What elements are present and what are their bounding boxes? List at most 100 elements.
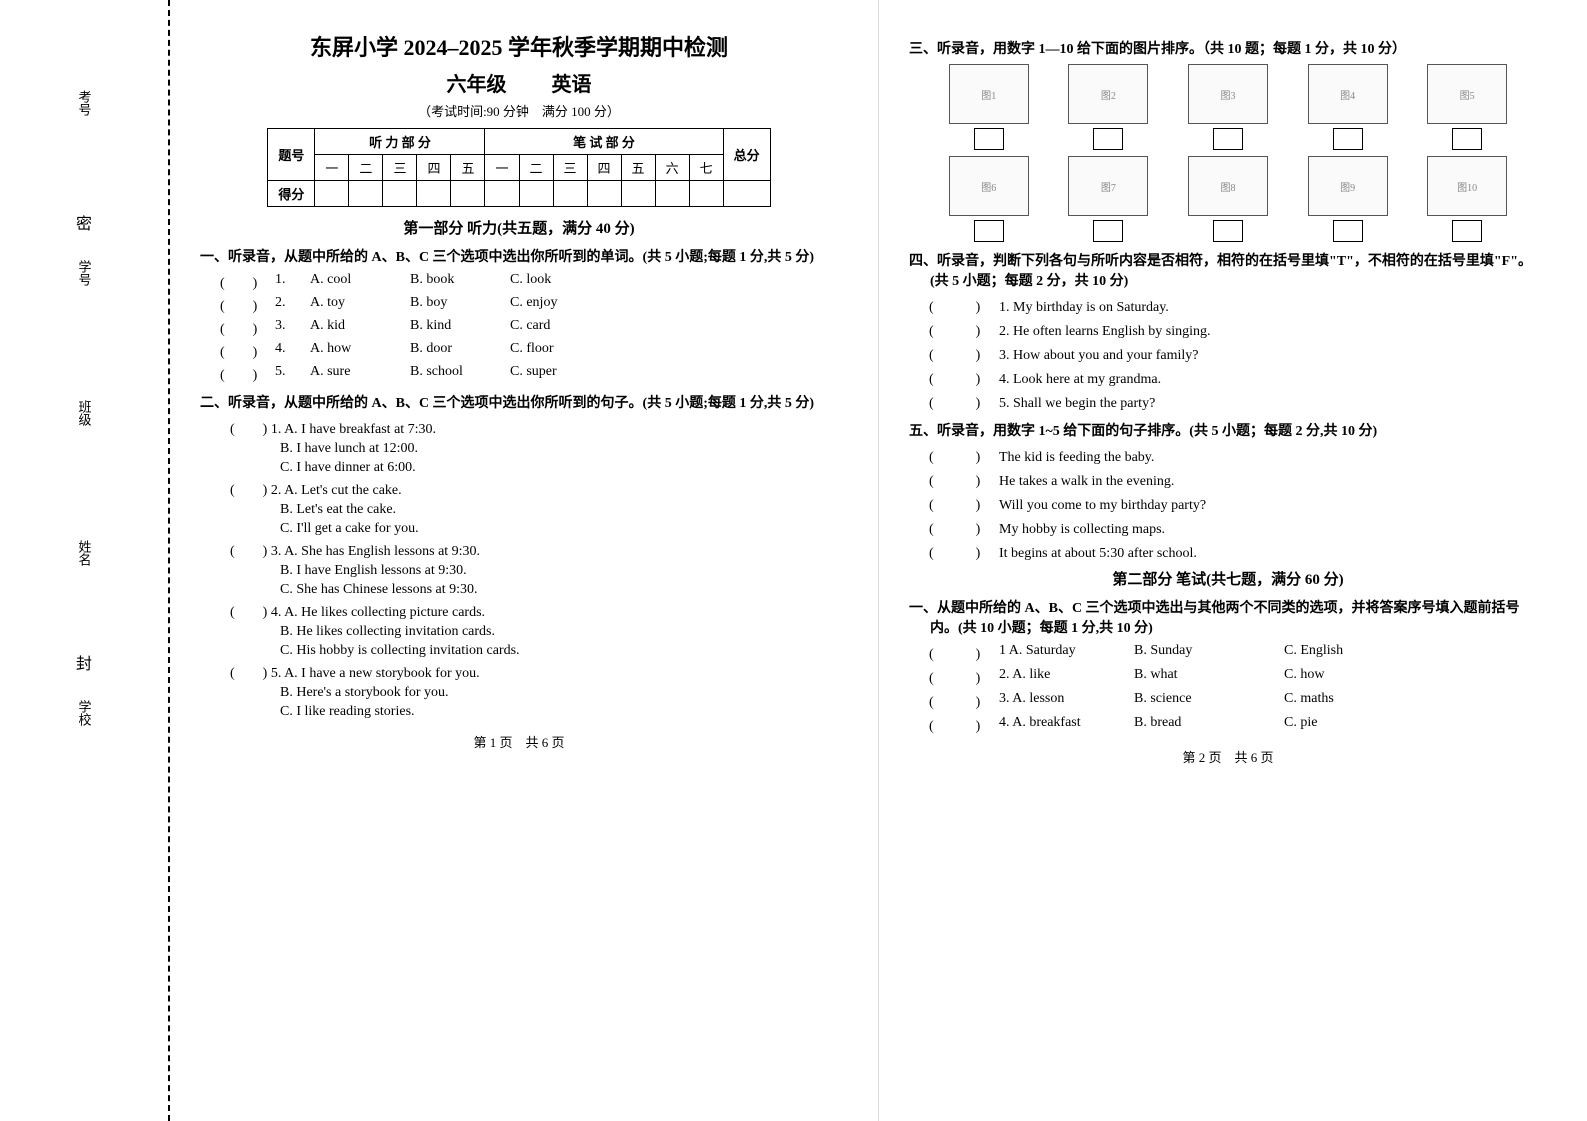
item-number: 1. bbox=[271, 422, 284, 437]
order-blank[interactable] bbox=[974, 128, 1004, 150]
score-table: 题号 听 力 部 分 笔 试 部 分 总分 一 二 三 四 五 一 二 三 四 … bbox=[267, 128, 770, 207]
item-number: 1. bbox=[275, 272, 310, 292]
answer-blank[interactable]: ( ) bbox=[929, 643, 999, 663]
picture-cell: 图5 bbox=[1427, 64, 1507, 150]
answer-blank[interactable]: ( ) bbox=[230, 666, 271, 681]
answer-blank[interactable]: ( ) bbox=[220, 295, 275, 315]
cell: 二 bbox=[519, 155, 553, 181]
option-c: C. maths bbox=[1284, 691, 1434, 711]
cell: 二 bbox=[349, 155, 383, 181]
q4-item: ( )2. He often learns English by singing… bbox=[929, 320, 1547, 340]
order-blank[interactable] bbox=[1333, 220, 1363, 242]
q2-item: ( ) 2. A. Let's cut the cake.B. Let's ea… bbox=[200, 479, 838, 537]
picture-cell: 图4 bbox=[1308, 64, 1388, 150]
answer-blank[interactable]: ( ) bbox=[230, 422, 271, 437]
sentence-text: 3. How about you and your family? bbox=[999, 348, 1198, 363]
page-footer: 第 1 页 共 6 页 bbox=[200, 732, 838, 751]
option-c: C. how bbox=[1284, 667, 1434, 687]
exam-info: （考试时间:90 分钟 满分 100 分） bbox=[200, 101, 838, 120]
order-blank[interactable] bbox=[1452, 220, 1482, 242]
q1-item: ( )4.A. howB. doorC. floor bbox=[220, 341, 838, 361]
sentence-text: 4. Look here at my grandma. bbox=[999, 372, 1161, 387]
answer-blank[interactable]: ( ) bbox=[220, 341, 275, 361]
order-blank[interactable] bbox=[1093, 220, 1123, 242]
option-a: A. how bbox=[310, 341, 410, 361]
answer-blank[interactable]: ( ) bbox=[230, 483, 271, 498]
picture-placeholder: 图4 bbox=[1308, 64, 1388, 124]
answer-blank[interactable]: ( ) bbox=[929, 344, 999, 364]
option-a: A. I have a new storybook for you. bbox=[284, 666, 480, 681]
q2-head: 二、听录音，从题中所给的 A、B、C 三个选项中选出你所听到的句子。(共 5 小… bbox=[200, 392, 838, 412]
q5-item: ( )He takes a walk in the evening. bbox=[929, 470, 1547, 490]
answer-blank[interactable]: ( ) bbox=[929, 368, 999, 388]
answer-blank[interactable]: ( ) bbox=[220, 272, 275, 292]
picture-placeholder: 图9 bbox=[1308, 156, 1388, 216]
binding-label: 学校 bbox=[75, 700, 94, 726]
q1-item: ( )1.A. coolB. bookC. look bbox=[220, 272, 838, 292]
order-blank[interactable] bbox=[1452, 128, 1482, 150]
q5-head: 五、听录音，用数字 1~5 给下面的句子排序。(共 5 小题；每题 2 分,共 … bbox=[909, 420, 1547, 440]
seal-mark: 封 bbox=[76, 650, 92, 674]
order-blank[interactable] bbox=[1093, 128, 1123, 150]
answer-blank[interactable]: ( ) bbox=[929, 542, 999, 562]
q1-item: ( )5.A. sureB. schoolC. super bbox=[220, 364, 838, 384]
cell: 三 bbox=[553, 155, 587, 181]
q5-item: ( )It begins at about 5:30 after school. bbox=[929, 542, 1547, 562]
option-c: C. pie bbox=[1284, 715, 1434, 735]
option-b: B. I have lunch at 12:00. bbox=[280, 441, 838, 457]
q5-item: ( )The kid is feeding the baby. bbox=[929, 446, 1547, 466]
answer-blank[interactable]: ( ) bbox=[929, 392, 999, 412]
answer-blank[interactable]: ( ) bbox=[929, 320, 999, 340]
item-number: 2. bbox=[271, 483, 284, 498]
option-c: C. look bbox=[510, 272, 610, 292]
item-number: 4. bbox=[275, 341, 310, 361]
answer-blank[interactable]: ( ) bbox=[929, 296, 999, 316]
option-a: A. She has English lessons at 9:30. bbox=[284, 544, 480, 559]
answer-blank[interactable]: ( ) bbox=[929, 715, 999, 735]
cell: 四 bbox=[587, 155, 621, 181]
q5-item: ( )Will you come to my birthday party? bbox=[929, 494, 1547, 514]
option-b: B. Let's eat the cake. bbox=[280, 502, 838, 518]
order-blank[interactable] bbox=[1213, 220, 1243, 242]
answer-blank[interactable]: ( ) bbox=[929, 494, 999, 514]
answer-blank[interactable]: ( ) bbox=[929, 446, 999, 466]
answer-blank[interactable]: ( ) bbox=[929, 691, 999, 711]
item-number: 3. bbox=[271, 544, 284, 559]
option-b: B. I have English lessons at 9:30. bbox=[280, 563, 838, 579]
picture-cell: 图8 bbox=[1188, 156, 1268, 242]
answer-blank[interactable]: ( ) bbox=[230, 544, 271, 559]
picture-placeholder: 图1 bbox=[949, 64, 1029, 124]
option-b: B. book bbox=[410, 272, 510, 292]
picture-placeholder: 图7 bbox=[1068, 156, 1148, 216]
binding-margin: 密 考号 学号 班级 姓名 封 学校 bbox=[0, 0, 170, 1121]
subject: 英语 bbox=[552, 74, 592, 96]
answer-blank[interactable]: ( ) bbox=[220, 364, 275, 384]
picture-cell: 图9 bbox=[1308, 156, 1388, 242]
q2-item: ( ) 3. A. She has English lessons at 9:3… bbox=[200, 540, 838, 598]
option-c: C. I have dinner at 6:00. bbox=[280, 460, 838, 476]
w1-item: ( )4. A. breakfastB. breadC. pie bbox=[929, 715, 1547, 735]
picture-placeholder: 图3 bbox=[1188, 64, 1268, 124]
q4-item: ( )1. My birthday is on Saturday. bbox=[929, 296, 1547, 316]
option-a: 3. A. lesson bbox=[999, 691, 1134, 711]
q2-item: ( ) 1. A. I have breakfast at 7:30.B. I … bbox=[200, 418, 838, 476]
option-b: B. boy bbox=[410, 295, 510, 315]
option-c: C. card bbox=[510, 318, 610, 338]
picture-placeholder: 图2 bbox=[1068, 64, 1148, 124]
order-blank[interactable] bbox=[1213, 128, 1243, 150]
page-1: 东屏小学 2024–2025 学年秋季学期期中检测 六年级 英语 （考试时间:9… bbox=[170, 0, 879, 1121]
picture-cell: 图2 bbox=[1068, 64, 1148, 150]
item-number: 5. bbox=[275, 364, 310, 384]
order-blank[interactable] bbox=[974, 220, 1004, 242]
answer-blank[interactable]: ( ) bbox=[929, 518, 999, 538]
picture-cell: 图3 bbox=[1188, 64, 1268, 150]
sentence-text: 5. Shall we begin the party? bbox=[999, 396, 1155, 411]
col-header: 笔 试 部 分 bbox=[485, 129, 723, 155]
answer-blank[interactable]: ( ) bbox=[230, 605, 271, 620]
answer-blank[interactable]: ( ) bbox=[220, 318, 275, 338]
w1-item: ( )3. A. lessonB. scienceC. maths bbox=[929, 691, 1547, 711]
answer-blank[interactable]: ( ) bbox=[929, 667, 999, 687]
option-b: B. what bbox=[1134, 667, 1284, 687]
order-blank[interactable] bbox=[1333, 128, 1363, 150]
answer-blank[interactable]: ( ) bbox=[929, 470, 999, 490]
